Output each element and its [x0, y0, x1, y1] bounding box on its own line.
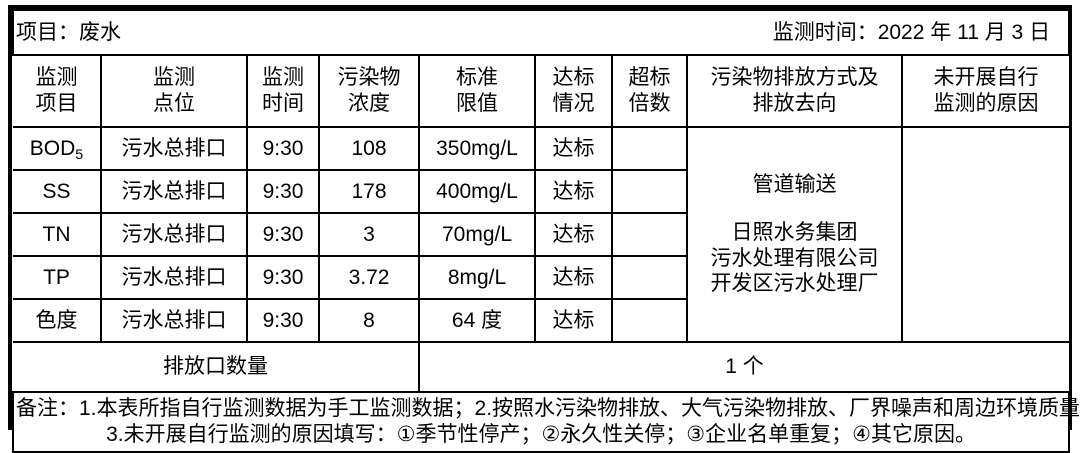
column-header-standard-limit: 标准 限值 [418, 54, 536, 128]
column-header-exceed-multiple: 超标 倍数 [611, 54, 688, 128]
table-row: TP 污水总排口 9:30 3.72 8mg/L 达标 [13, 255, 1069, 300]
cell-monitor-point: 污水总排口 [100, 212, 248, 257]
discharge-destination-line2: 污水处理有限公司 [710, 246, 879, 270]
cell-monitor-item: TN [13, 212, 102, 257]
table-row: TN 污水总排口 9:30 3 70mg/L 达标 [13, 212, 1069, 257]
cell-compliance-status: 达标 [534, 298, 613, 343]
column-header-line2: 项目 [35, 92, 78, 115]
cell-monitor-point: 污水总排口 [100, 126, 248, 171]
cell-concentration: 3.72 [318, 255, 420, 300]
table-row: BOD5 污水总排口 9:30 108 350mg/L 达标 管道输送 日照水务… [13, 126, 1070, 343]
column-header-line1: 未开展自行 [933, 66, 1039, 90]
item-subscript: 5 [75, 146, 84, 163]
cell-monitor-time: 9:30 [246, 212, 320, 257]
cell-standard-limit: 400mg/L [418, 169, 536, 214]
notes-row: 备注：1.本表所指自行监测数据为手工监测数据；2.按照水污染物排放、大气污染物排… [11, 391, 1080, 453]
column-header-line1: 达标 [552, 66, 595, 90]
column-header-row: 监测 项目 监测 点位 监测 时间 污染物 浓度 标准 限值 达标 情况 [13, 54, 1070, 128]
self-monitoring-table: 项目：废水 监测时间：2022 年 11 月 3 日 监测 项目 监测 点位 监… [11, 9, 1080, 453]
column-header-line2: 浓度 [348, 92, 390, 115]
cell-monitor-item: BOD5 [13, 126, 102, 171]
column-header-line1: 监测 [153, 66, 195, 90]
cell-monitor-time: 9:30 [246, 298, 320, 343]
cell-exceed-multiple [611, 212, 687, 257]
column-header-line1: 污染物 [337, 66, 401, 90]
cell-concentration: 8 [318, 298, 420, 343]
notes-cell: 备注：1.本表所指自行监测数据为手工监测数据；2.按照水污染物排放、大气污染物排… [11, 391, 1080, 453]
column-header-line2: 点位 [153, 92, 195, 115]
cell-monitor-item: SS [13, 169, 102, 214]
column-header-line2: 排放去向 [752, 92, 837, 115]
project-label: 项目：废水 [16, 20, 121, 44]
column-header-monitor-point: 监测 点位 [100, 54, 248, 128]
column-header-discharge-method: 污染物排放方式及 排放去向 [686, 54, 903, 128]
monitoring-date-label: 监测时间：2022 年 11 月 3 日 [772, 20, 1051, 44]
cell-monitor-time: 9:30 [246, 169, 320, 214]
discharge-destination-line1: 日照水务集团 [731, 220, 858, 244]
cell-exceed-multiple [611, 298, 687, 343]
column-header-compliance-status: 达标 情况 [534, 54, 613, 128]
cell-compliance-status: 达标 [534, 255, 613, 300]
cell-standard-limit: 70mg/L [418, 212, 536, 257]
outlet-count-value: 1 个 [417, 341, 1070, 393]
column-header-no-monitor-reason: 未开展自行 监测的原因 [900, 54, 1070, 128]
outlet-count-row: 排放口数量 1 个 [13, 341, 1070, 393]
cell-concentration: 108 [318, 126, 420, 171]
cell-compliance-status: 达标 [534, 169, 613, 214]
cell-concentration: 178 [318, 169, 420, 214]
cell-compliance-status: 达标 [534, 212, 613, 257]
column-header-line1: 超标 [628, 66, 671, 90]
column-header-line1: 污染物排放方式及 [710, 66, 879, 90]
report-title-cell: 项目：废水 监测时间：2022 年 11 月 3 日 [11, 9, 1071, 56]
table-row: SS 污水总排口 9:30 178 400mg/L 达标 [13, 169, 1069, 214]
column-header-line2: 情况 [552, 92, 595, 115]
cell-exceed-multiple [611, 126, 688, 171]
cell-monitor-point: 污水总排口 [100, 255, 248, 300]
cell-standard-limit: 64 度 [418, 298, 536, 343]
cell-exceed-multiple [611, 255, 687, 300]
column-header-line1: 监测 [262, 66, 304, 90]
cell-standard-limit: 8mg/L [418, 255, 536, 300]
cell-monitor-point: 污水总排口 [100, 169, 248, 214]
cell-discharge-method: 管道输送 日照水务集团 污水处理有限公司 开发区污水处理厂 [686, 126, 903, 343]
cell-monitor-point: 污水总排口 [100, 298, 248, 343]
column-header-line1: 监测 [35, 66, 78, 90]
notes-line-1: 备注：1.本表所指自行监测数据为手工监测数据；2.按照水污染物排放、大气污染物排… [16, 397, 1080, 421]
cell-monitor-time: 9:30 [246, 126, 320, 171]
monitoring-report-sheet: 项目：废水 监测时间：2022 年 11 月 3 日 监测 项目 监测 点位 监… [8, 5, 1080, 453]
column-header-pollutant-concentration: 污染物 浓度 [318, 54, 420, 128]
table-row: 色度 污水总排口 9:30 8 64 度 达标 [13, 298, 1069, 343]
report-title-row: 项目：废水 监测时间：2022 年 11 月 3 日 [11, 9, 1071, 56]
column-header-monitor-item: 监测 项目 [13, 54, 102, 128]
cell-compliance-status: 达标 [534, 126, 613, 171]
discharge-destination-line3: 开发区污水处理厂 [710, 272, 879, 296]
cell-no-monitor-reason [900, 126, 1070, 343]
outlet-count-label: 排放口数量 [13, 341, 420, 393]
cell-monitor-item: 色度 [13, 298, 102, 343]
item-name: BOD [29, 136, 76, 160]
cell-concentration: 3 [318, 212, 420, 257]
column-header-line2: 时间 [262, 92, 304, 115]
column-header-line2: 倍数 [628, 92, 671, 115]
cell-monitor-item: TP [13, 255, 102, 300]
cell-exceed-multiple [611, 169, 687, 214]
column-header-monitor-time: 监测 时间 [246, 54, 320, 128]
column-header-line2: 限值 [456, 92, 498, 115]
discharge-method-text: 管道输送 [752, 173, 837, 197]
column-header-line2: 监测的原因 [933, 92, 1039, 115]
cell-standard-limit: 350mg/L [418, 126, 536, 171]
column-header-line1: 标准 [456, 66, 498, 90]
cell-monitor-time: 9:30 [246, 255, 320, 300]
